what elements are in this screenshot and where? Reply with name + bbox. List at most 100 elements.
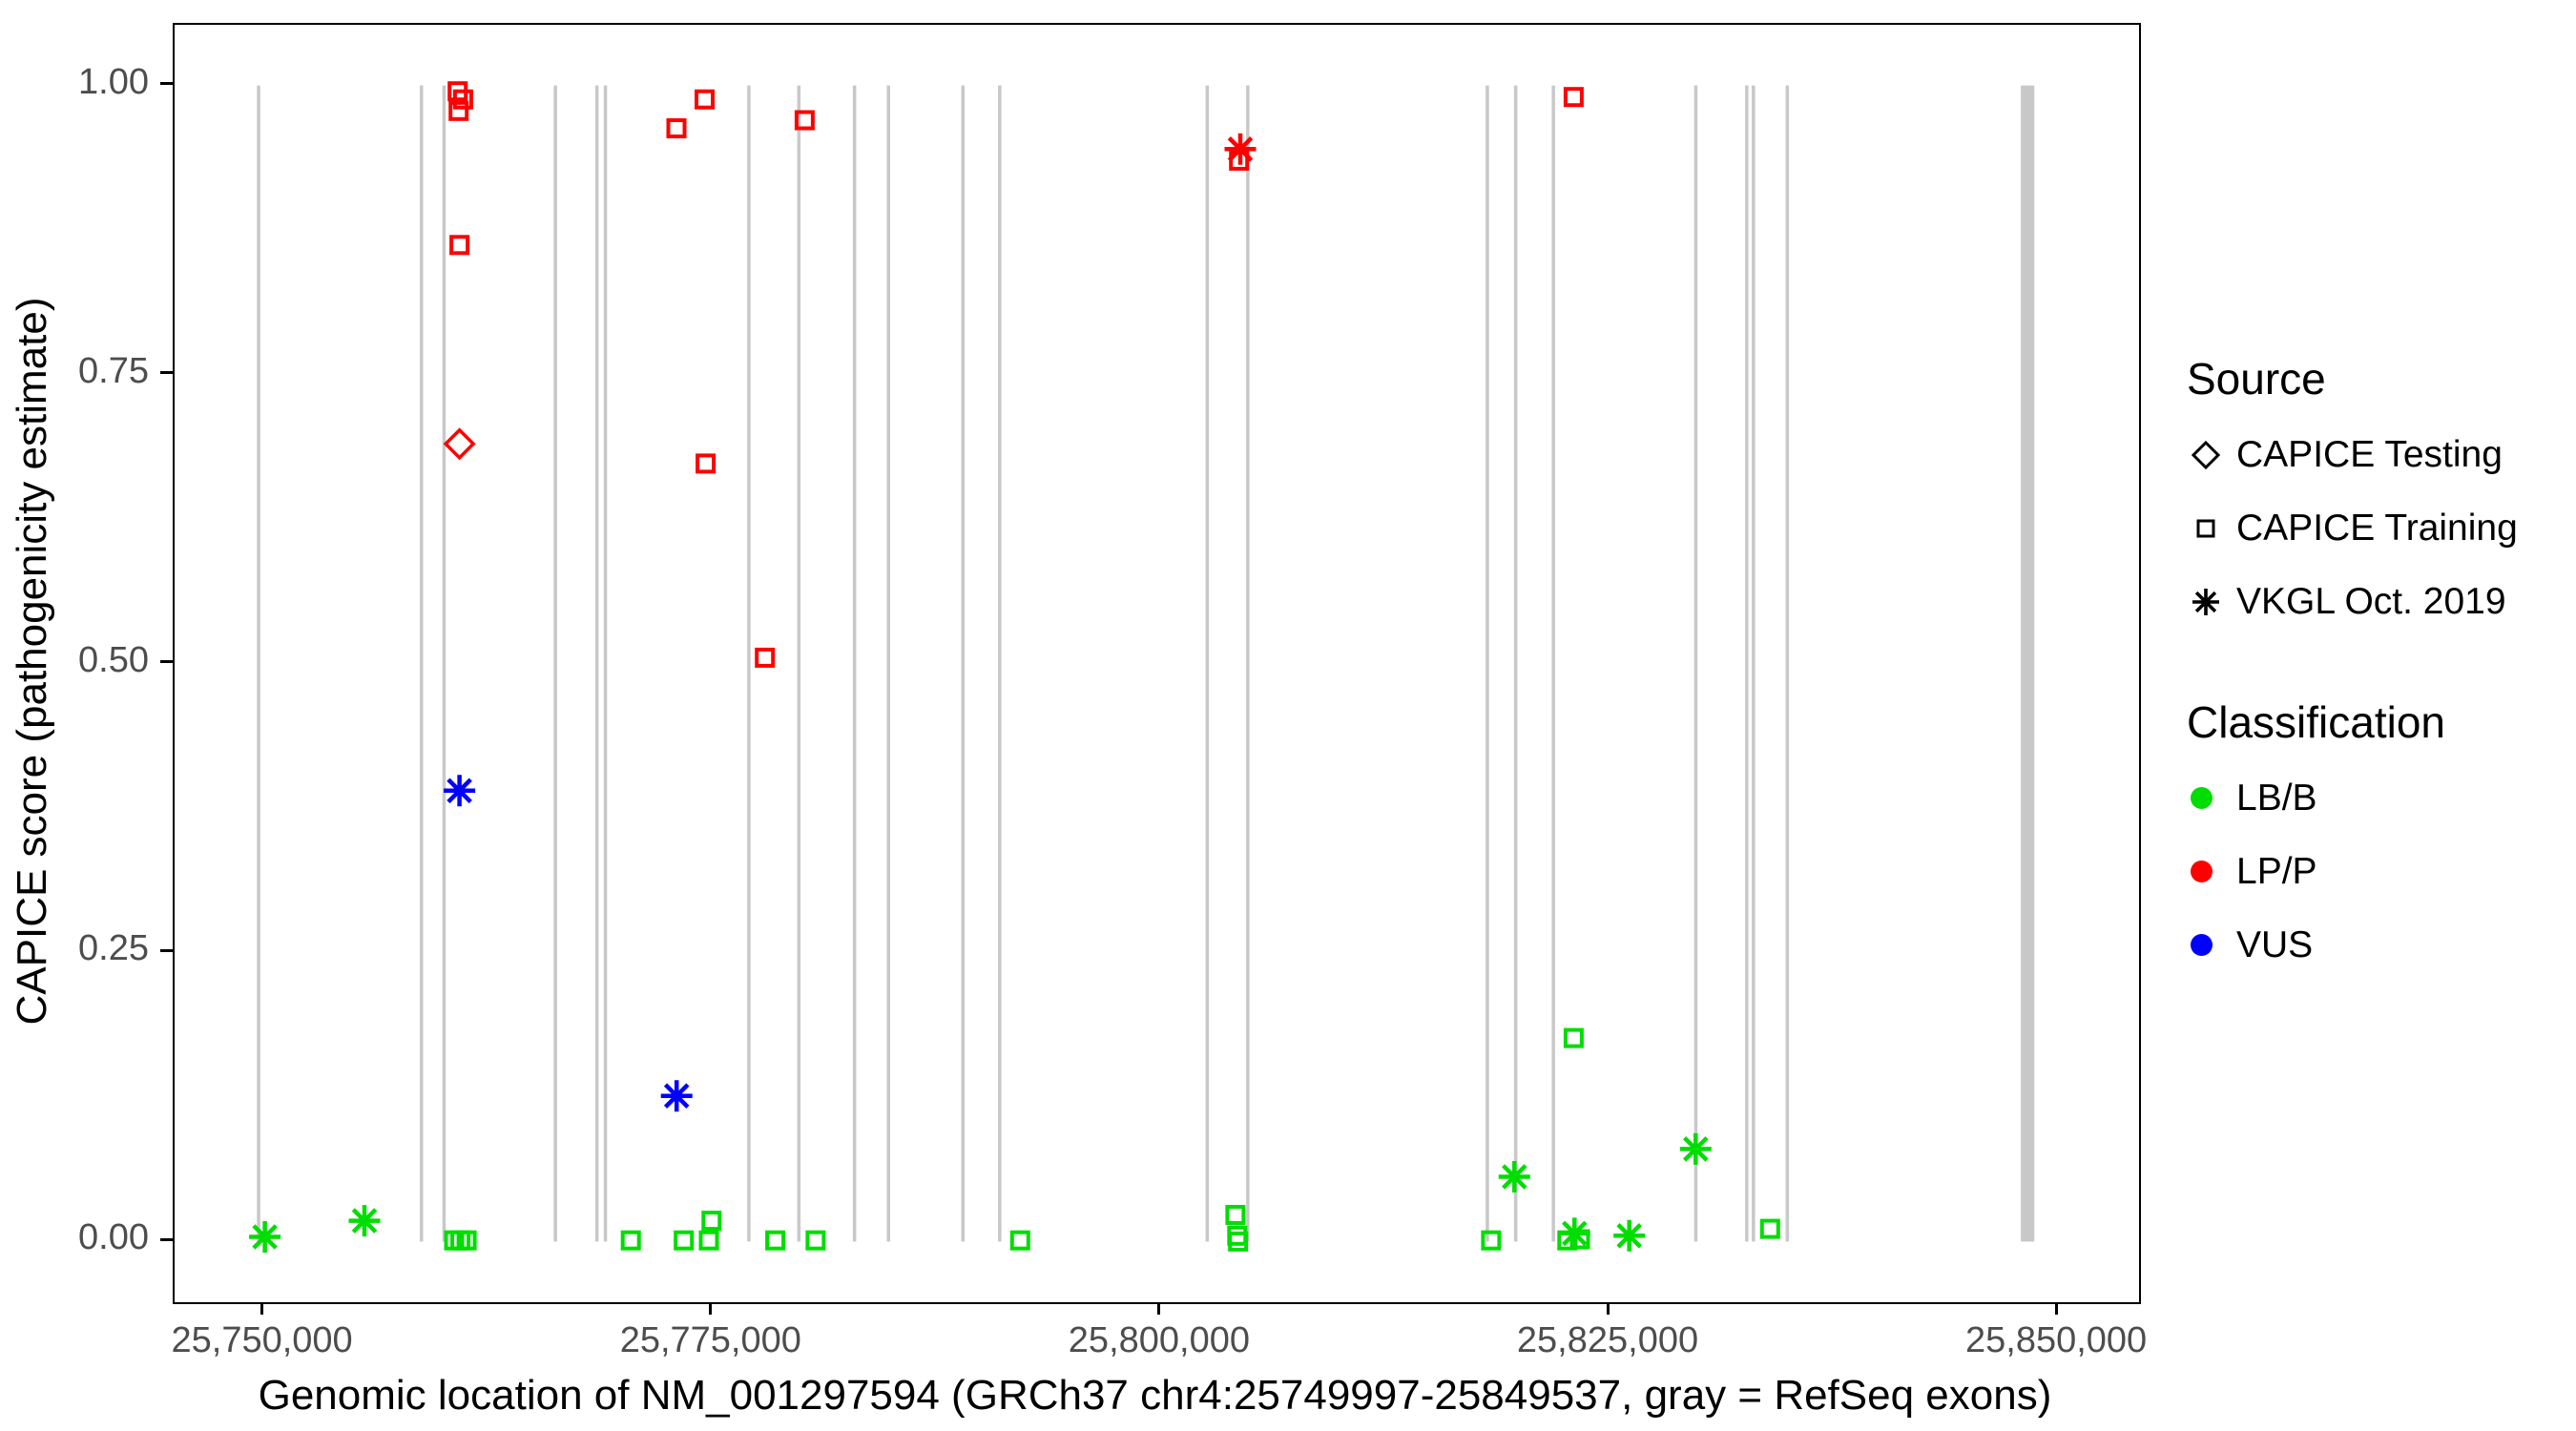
exon-bar (1693, 85, 1698, 1242)
point-lpp-square (696, 453, 717, 474)
exon-bar (747, 85, 751, 1242)
plot-area (249, 81, 2035, 1253)
point-lpp-square (695, 89, 715, 110)
legend-classification-title: Classification (2187, 697, 2445, 747)
green-dot-icon (2187, 787, 2236, 809)
exon-bar (1485, 85, 1489, 1242)
point-lbb-square (765, 1230, 786, 1251)
y-tick-mark (160, 948, 173, 952)
point-vus-asterisk (444, 775, 476, 807)
point-lpp-square (666, 118, 687, 138)
legend-item-label: CAPICE Training (2236, 507, 2518, 549)
y-tick-mark (160, 1237, 173, 1241)
point-lpp-square (755, 647, 776, 668)
point-lbb-square (674, 1230, 695, 1251)
exon-bar (998, 85, 1002, 1242)
point-lbb-square (1569, 1229, 1590, 1250)
square-icon (2187, 509, 2236, 548)
point-lpp-diamond (443, 427, 476, 461)
exon-bar (420, 85, 424, 1242)
y-tick-label: 0.25 (78, 928, 149, 969)
exon-bar (797, 85, 801, 1242)
y-tick-label: 1.00 (78, 61, 149, 102)
diamond-icon (2187, 436, 2236, 474)
point-lbb-square (1228, 1231, 1249, 1252)
legend-item-capice-training: CAPICE Training (2187, 491, 2568, 565)
point-lpp-square (449, 235, 470, 256)
point-lbb-asterisk (249, 1221, 281, 1253)
exon-bar (961, 85, 965, 1242)
point-lbb-square (1225, 1205, 1246, 1225)
point-lbb-asterisk (1679, 1132, 1712, 1165)
exon-bar (1513, 85, 1518, 1242)
asterisk-icon (2187, 583, 2236, 621)
legend-item-label: LP/P (2236, 850, 2317, 892)
point-lbb-square (1009, 1230, 1030, 1251)
y-tick-label: 0.75 (78, 350, 149, 391)
exon-bar (1745, 85, 1749, 1242)
plot-panel (173, 23, 2141, 1304)
legend-source-group: Source CAPICE Testing CAPICE Training VK… (2187, 353, 2568, 638)
point-lbb-square (698, 1230, 719, 1251)
point-lpp-square (794, 110, 815, 131)
legend-item-label: VUS (2236, 923, 2314, 965)
exon-bar (1551, 85, 1555, 1242)
x-tick-label: 25,750,000 (171, 1320, 353, 1360)
exon-bar (852, 85, 857, 1242)
x-tick-mark (260, 1302, 264, 1315)
blue-dot-icon (2187, 934, 2236, 956)
point-vus-asterisk (660, 1080, 693, 1112)
x-tick-mark (1157, 1302, 1161, 1315)
legend-classification-group: Classification LB/B LP/P VUS (2187, 696, 2568, 982)
x-tick-label: 25,850,000 (1965, 1320, 2148, 1360)
y-tick-label: 0.50 (78, 639, 149, 680)
exon-bar (442, 85, 447, 1242)
legend-item-vus: VUS (2187, 908, 2568, 982)
exon-bar (886, 85, 890, 1242)
exon-bar (257, 85, 260, 1242)
point-lpp-asterisk (1224, 133, 1257, 165)
point-lbb-asterisk (1613, 1219, 1646, 1252)
exon-bar (1785, 85, 1790, 1242)
legend-item-label: CAPICE Testing (2236, 433, 2503, 475)
point-lbb-square (1759, 1218, 1780, 1239)
x-tick-mark (1606, 1302, 1610, 1315)
point-lpp-square (448, 100, 469, 121)
y-tick-mark (160, 371, 173, 375)
legend-item-lpp: LP/P (2187, 835, 2568, 908)
exon-bar (2021, 85, 2035, 1242)
y-tick-mark (160, 82, 173, 86)
legend-item-label: LB/B (2236, 777, 2317, 819)
red-dot-icon (2187, 861, 2236, 882)
point-lbb-square (805, 1230, 826, 1251)
x-tick-label: 25,825,000 (1516, 1320, 1699, 1360)
legend-item-vkgl: VKGL Oct. 2019 (2187, 565, 2568, 638)
exon-bar (1205, 85, 1210, 1242)
x-axis-title: Genomic location of NM_001297594 (GRCh37… (258, 1372, 2052, 1419)
legend-item-capice-testing: CAPICE Testing (2187, 418, 2568, 491)
x-tick-label: 25,800,000 (1068, 1320, 1250, 1360)
point-lbb-square (1481, 1230, 1502, 1251)
point-lbb-asterisk (348, 1205, 381, 1237)
exon-bar (1752, 85, 1755, 1242)
point-lbb-asterisk (1498, 1161, 1530, 1192)
point-lbb-square (1563, 1027, 1584, 1048)
point-lbb-square (620, 1230, 641, 1251)
point-lpp-square (1563, 87, 1584, 108)
y-tick-label: 0.00 (78, 1217, 149, 1258)
exon-bar (603, 85, 608, 1242)
y-tick-mark (160, 660, 173, 663)
exon-bar (553, 85, 557, 1242)
legend-source-title: Source (2187, 354, 2326, 404)
legend-item-label: VKGL Oct. 2019 (2236, 580, 2506, 622)
point-lpp-square (452, 89, 473, 110)
exon-bar (1246, 85, 1250, 1242)
point-lbb-square (701, 1211, 722, 1232)
x-tick-label: 25,775,000 (619, 1320, 801, 1360)
legend-item-lbb: LB/B (2187, 761, 2568, 835)
x-tick-mark (709, 1302, 713, 1315)
point-lbb-asterisk (1558, 1217, 1590, 1250)
point-lbb-square (456, 1230, 477, 1251)
x-tick-mark (2054, 1302, 2058, 1315)
